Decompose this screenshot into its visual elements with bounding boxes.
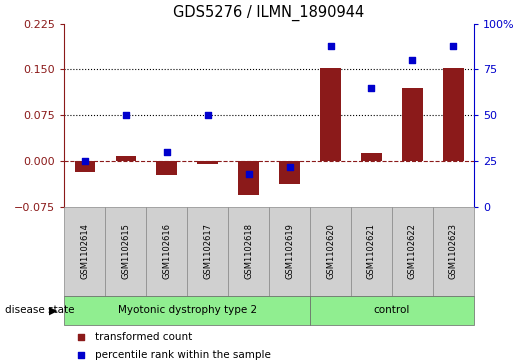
Bar: [228, 207, 269, 296]
Bar: [279, 161, 300, 184]
Bar: [64, 296, 310, 325]
Text: GSM1102622: GSM1102622: [408, 224, 417, 279]
Bar: [238, 161, 259, 195]
Text: ▶: ▶: [49, 305, 58, 315]
Bar: [115, 156, 136, 161]
Text: percentile rank within the sample: percentile rank within the sample: [95, 350, 271, 360]
Bar: [64, 207, 105, 296]
Title: GDS5276 / ILMN_1890944: GDS5276 / ILMN_1890944: [174, 5, 365, 21]
Bar: [157, 161, 177, 175]
Bar: [361, 153, 382, 161]
Bar: [310, 296, 474, 325]
Bar: [310, 207, 351, 296]
Point: [81, 158, 89, 164]
Bar: [146, 207, 187, 296]
Point: [408, 57, 417, 63]
Bar: [269, 207, 310, 296]
Point: [285, 164, 294, 170]
Bar: [351, 207, 392, 296]
Text: GSM1102621: GSM1102621: [367, 224, 376, 279]
Text: GSM1102619: GSM1102619: [285, 224, 294, 279]
Point: [245, 171, 253, 177]
Text: GSM1102618: GSM1102618: [244, 223, 253, 280]
Bar: [433, 207, 474, 296]
Text: disease state: disease state: [5, 305, 78, 315]
Bar: [392, 207, 433, 296]
Point: [203, 112, 212, 118]
Bar: [75, 161, 95, 172]
Text: GSM1102620: GSM1102620: [326, 224, 335, 279]
Text: GSM1102616: GSM1102616: [162, 223, 171, 280]
Text: GSM1102617: GSM1102617: [203, 223, 212, 280]
Text: control: control: [374, 305, 410, 315]
Point: [327, 43, 335, 49]
Bar: [105, 207, 146, 296]
Text: GSM1102614: GSM1102614: [80, 224, 89, 279]
Bar: [187, 207, 228, 296]
Text: Myotonic dystrophy type 2: Myotonic dystrophy type 2: [117, 305, 257, 315]
Bar: [402, 88, 423, 161]
Bar: [320, 68, 341, 161]
Point: [449, 43, 457, 49]
Text: GSM1102615: GSM1102615: [122, 224, 130, 279]
Point: [367, 85, 375, 91]
Bar: [443, 68, 464, 161]
Point: [163, 149, 171, 155]
Bar: [197, 161, 218, 164]
Text: transformed count: transformed count: [95, 332, 192, 342]
Point: [77, 352, 85, 358]
Point: [122, 112, 130, 118]
Point: [77, 334, 85, 340]
Text: GSM1102623: GSM1102623: [449, 223, 458, 280]
